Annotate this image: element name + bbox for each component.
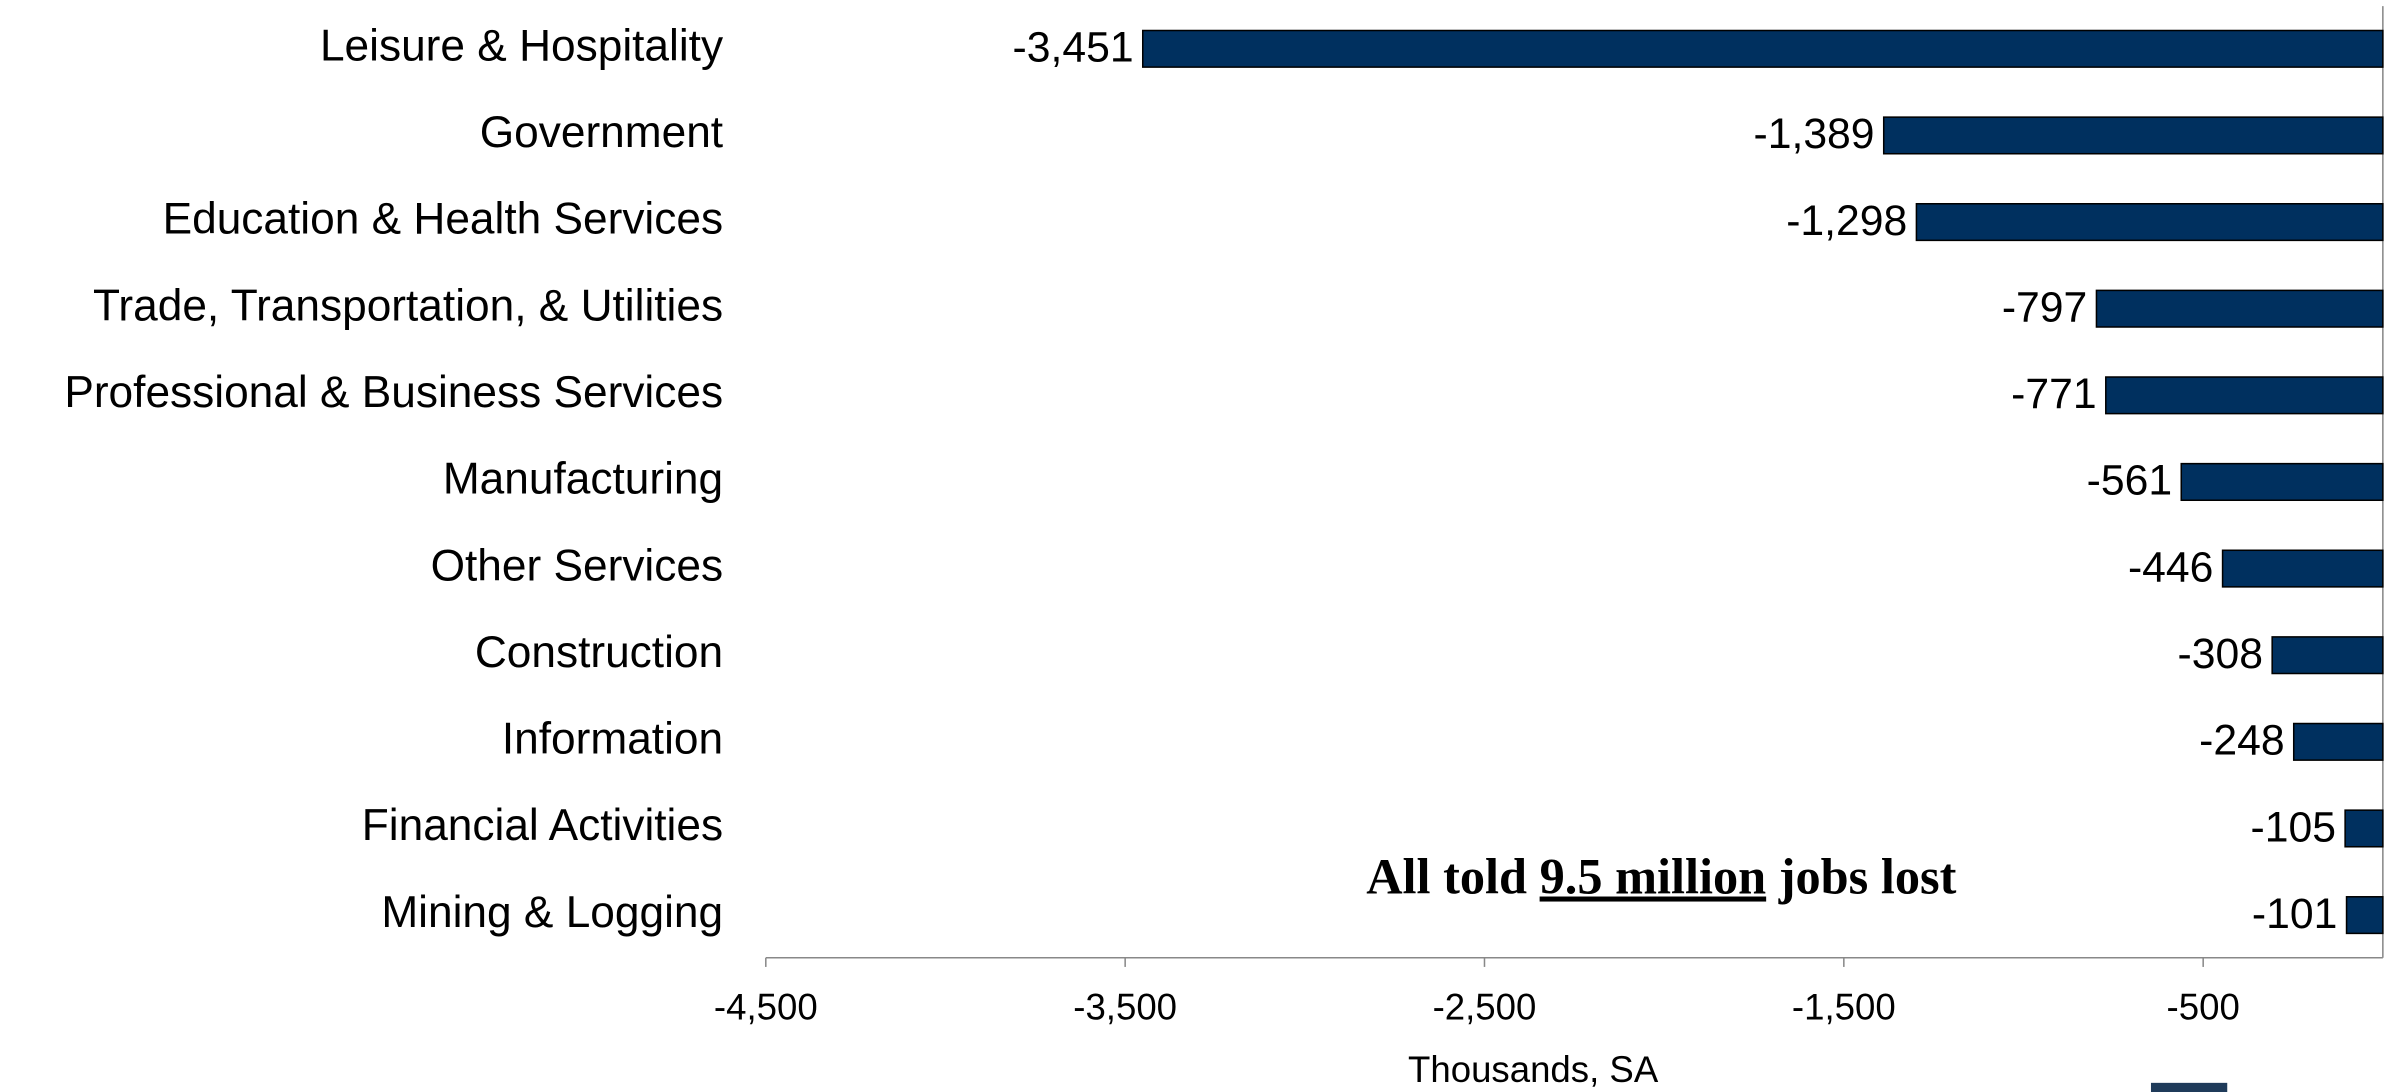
bar: [2221, 549, 2384, 588]
bar: [1141, 29, 2384, 68]
value-label: -105: [2250, 803, 2335, 851]
bar: [2105, 376, 2384, 415]
annotation-text: All told: [1366, 848, 1539, 904]
value-label: -1,389: [1754, 110, 1875, 158]
y-tick-label: Trade, Transportation, & Utilities: [93, 281, 723, 330]
logo: [2150, 1082, 2228, 1092]
x-tick-label: -2,500: [1433, 986, 1537, 1027]
y-tick-label: Mining & Logging: [381, 888, 723, 937]
bar: [2271, 636, 2384, 675]
y-tick-label: Information: [502, 715, 723, 764]
value-label: -1,298: [1786, 197, 1907, 245]
value-label: -797: [2002, 283, 2087, 331]
annotation-emphasis: 9.5 million: [1540, 848, 1767, 904]
value-label: -3,451: [1013, 24, 1134, 72]
y-tick-label: Financial Activities: [362, 801, 723, 850]
y-tick-label: Education & Health Services: [163, 195, 723, 244]
annotation-text: jobs lost: [1766, 848, 1956, 904]
value-label: -446: [2128, 543, 2213, 591]
value-label: -101: [2252, 890, 2337, 938]
annotation: All told 9.5 million jobs lost: [1366, 848, 1956, 904]
y-tick-label: Other Services: [431, 541, 723, 590]
y-tick-label: Government: [480, 108, 723, 157]
bar: [2345, 896, 2384, 935]
bar: [2292, 722, 2384, 761]
y-tick-label: Manufacturing: [443, 455, 723, 504]
value-label: -308: [2178, 630, 2263, 678]
x-tick-label: -500: [2167, 986, 2240, 1027]
bar: [1915, 202, 2384, 242]
value-label: -561: [2087, 457, 2172, 505]
bar: [2095, 289, 2384, 328]
x-axis-label: Thousands, SA: [1408, 1049, 1659, 1090]
y-tick-label: Leisure & Hospitality: [320, 21, 724, 70]
bar: [1882, 116, 2384, 155]
bar: [2344, 809, 2384, 848]
x-tick-label: -4,500: [714, 986, 818, 1027]
value-label: -248: [2199, 717, 2284, 765]
y-tick-label: Professional & Business Services: [64, 368, 723, 417]
y-tick-label: Construction: [475, 628, 723, 677]
bar: [2180, 462, 2384, 502]
x-tick-label: -1,500: [1792, 986, 1896, 1027]
value-label: -771: [2011, 370, 2096, 418]
x-tick-label: -3,500: [1073, 986, 1177, 1027]
